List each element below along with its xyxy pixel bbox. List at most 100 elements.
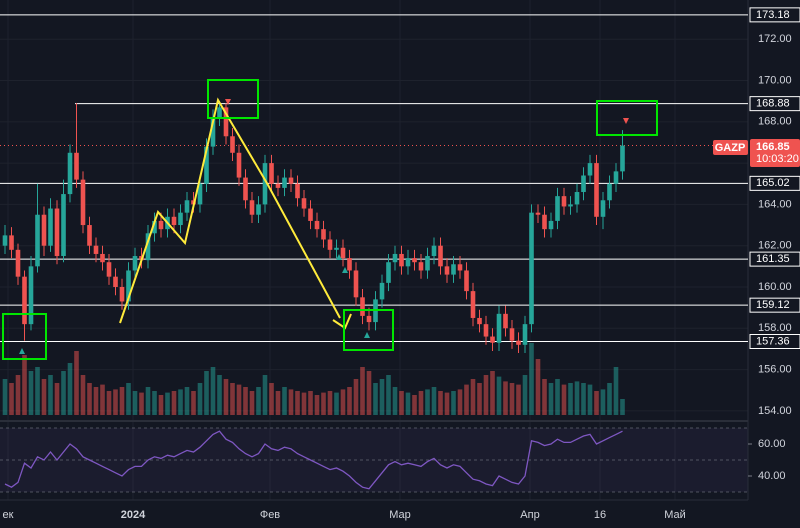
y-tick-label: 160.00: [758, 281, 792, 293]
candle-body: [28, 266, 34, 325]
volume-bar: [548, 383, 554, 415]
candle-body: [119, 286, 125, 302]
volume-bar: [366, 371, 372, 415]
volume-bar: [93, 387, 99, 415]
volume-bar: [191, 391, 196, 415]
candle-body: [113, 276, 118, 287]
candle-body: [347, 258, 352, 271]
volume-bar: [438, 391, 443, 415]
candles-layer: [2, 101, 625, 354]
volume-bar: [15, 375, 21, 415]
volume-bar: [561, 384, 567, 415]
rsi-line: [4, 430, 623, 490]
volume-bar: [522, 375, 528, 415]
candle-body: [217, 107, 222, 118]
volume-bar: [171, 391, 177, 415]
candle-body: [509, 328, 515, 341]
volume-bar: [139, 392, 144, 415]
candle-body: [613, 171, 619, 184]
candle-body: [295, 183, 300, 199]
volume-bar: [28, 371, 34, 415]
volume-bar: [373, 383, 378, 415]
volume-bar: [184, 387, 190, 415]
candle-body: [54, 208, 60, 257]
candle-body: [100, 253, 105, 263]
candle-body: [477, 317, 482, 325]
y-tick-label: 168.00: [758, 116, 792, 128]
symbol-badge: GAZP 166.85 10:03:20: [713, 139, 800, 167]
green-box: [2, 313, 47, 360]
candle-body: [249, 200, 255, 215]
level-label-box: [749, 297, 800, 313]
volume-bar: [334, 392, 339, 415]
volume-bar: [503, 381, 508, 415]
level-label-box: [749, 251, 800, 267]
candle-body: [308, 208, 313, 221]
candle-body: [158, 220, 164, 230]
candle-body: [321, 229, 326, 240]
volume-bar: [418, 391, 424, 415]
volume-bar: [392, 387, 398, 415]
volume-bar: [35, 367, 40, 415]
candle-body: [2, 235, 8, 246]
volume-bar: [412, 395, 417, 415]
candle-body: [516, 340, 521, 345]
candle-body: [535, 212, 541, 215]
volume-bar: [574, 381, 580, 415]
y-tick-label: 154.00: [758, 405, 792, 417]
volume-bar: [282, 387, 287, 415]
candle-body: [470, 291, 476, 318]
candle-body: [262, 163, 268, 205]
volume-bar: [360, 367, 365, 415]
candle-body: [561, 196, 567, 207]
volume-bar: [386, 375, 391, 415]
candle-body: [542, 214, 547, 230]
candle-body: [41, 214, 47, 246]
candle-body: [360, 297, 365, 316]
green-box: [343, 309, 394, 351]
candle-body: [48, 208, 53, 246]
y-tick-label: 162.00: [758, 240, 792, 252]
y-tick-label: 158.00: [758, 322, 792, 334]
candle-body: [256, 204, 261, 215]
candle-body: [581, 175, 586, 193]
candle-body: [425, 256, 430, 271]
yellow-zigzag: [119, 97, 341, 324]
candle-body: [353, 270, 359, 298]
volume-bar: [217, 375, 222, 415]
volume-bar: [321, 392, 326, 415]
candle-body: [464, 270, 469, 292]
level-label-box: [749, 333, 800, 349]
candle-body: [412, 258, 417, 263]
volume-bar: [269, 383, 274, 415]
candle-body: [61, 194, 66, 257]
volume-bar: [457, 389, 463, 415]
candle-body: [80, 179, 86, 226]
volume-bar: [9, 383, 14, 415]
volume-bar: [67, 363, 73, 415]
volume-bar: [451, 391, 456, 415]
candle-body: [9, 235, 14, 250]
volume-bar: [620, 399, 625, 415]
volume-bar: [119, 387, 125, 415]
candle-body: [145, 233, 151, 261]
volume-bar: [470, 379, 476, 415]
level-label: 165.02: [756, 177, 790, 189]
candle-body: [418, 262, 424, 271]
volume-bar: [581, 383, 586, 415]
volume-bar: [529, 343, 534, 415]
volume-bar: [54, 383, 60, 415]
level-label: 159.12: [756, 299, 790, 311]
volume-bar: [600, 389, 606, 415]
last-price: 166.85: [756, 141, 790, 153]
candle-body: [334, 247, 339, 250]
candle-body: [197, 183, 203, 205]
volume-bar: [607, 383, 612, 415]
rsi-tick-label: 60.00: [758, 438, 786, 450]
volume-bar: [262, 375, 268, 415]
candle-body: [496, 313, 502, 343]
volume-bar: [490, 371, 495, 415]
candle-body: [67, 152, 73, 195]
volume-bar: [22, 355, 27, 415]
